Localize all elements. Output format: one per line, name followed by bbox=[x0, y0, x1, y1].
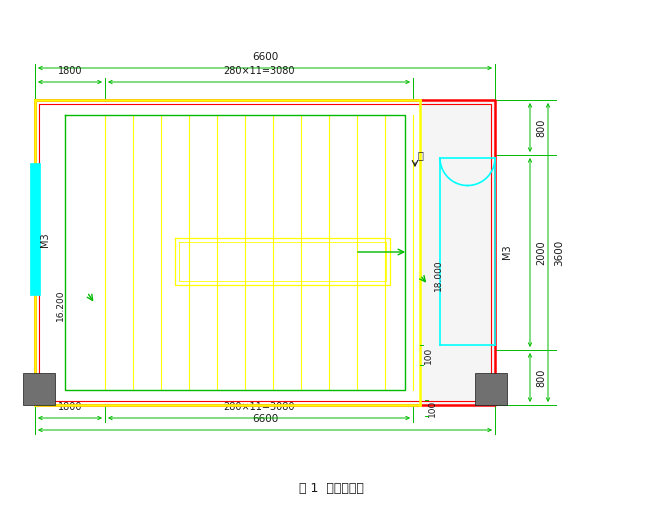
Text: 1800: 1800 bbox=[58, 66, 82, 76]
Bar bbox=[30, 163, 40, 295]
Text: 下: 下 bbox=[417, 150, 423, 160]
Bar bbox=[420, 100, 495, 405]
Text: 18.000: 18.000 bbox=[434, 259, 442, 291]
Bar bbox=[23, 373, 55, 405]
Text: 1800: 1800 bbox=[58, 402, 82, 412]
Text: 图 1  楼梯平面图: 图 1 楼梯平面图 bbox=[299, 482, 364, 495]
Text: 100: 100 bbox=[424, 347, 433, 363]
Text: 6600: 6600 bbox=[252, 414, 278, 424]
Text: 6600: 6600 bbox=[252, 52, 278, 62]
Text: 280×11=3080: 280×11=3080 bbox=[223, 402, 295, 412]
Bar bbox=[35, 100, 420, 405]
Text: 800: 800 bbox=[536, 118, 546, 137]
Text: 800: 800 bbox=[536, 369, 546, 387]
Text: 100: 100 bbox=[428, 400, 437, 417]
Text: 16.200: 16.200 bbox=[56, 289, 64, 321]
Text: M3: M3 bbox=[40, 233, 50, 247]
Text: 3600: 3600 bbox=[554, 239, 564, 266]
Text: 2000: 2000 bbox=[536, 240, 546, 265]
Bar bbox=[475, 373, 507, 405]
Text: 280×11=3080: 280×11=3080 bbox=[223, 66, 295, 76]
Text: M3: M3 bbox=[502, 245, 512, 259]
